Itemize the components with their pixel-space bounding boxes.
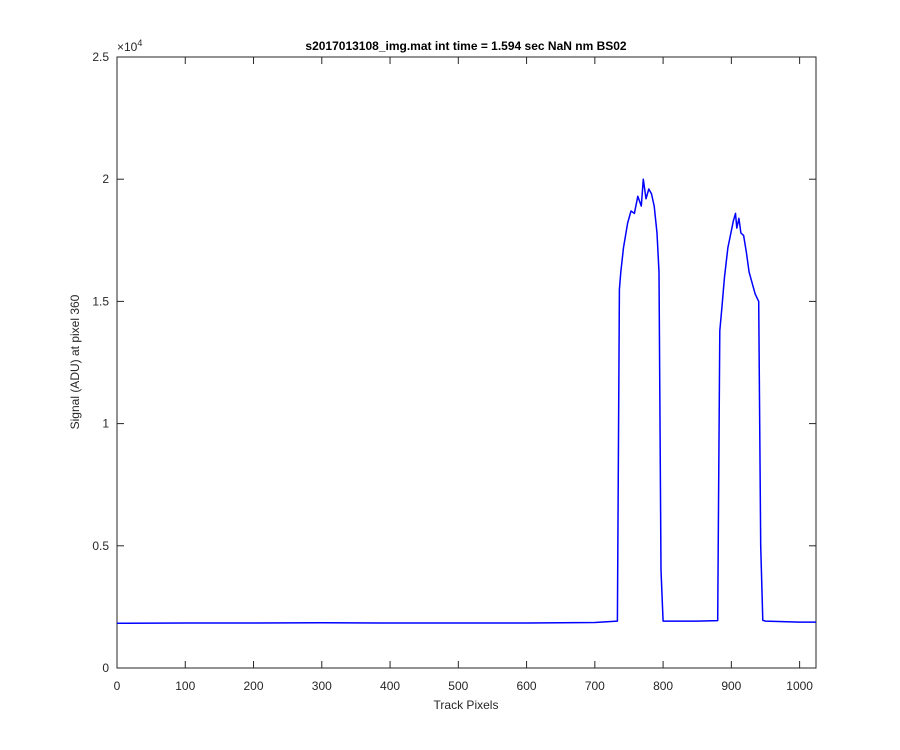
axes-box bbox=[116, 56, 817, 669]
y-tick-label: 0 bbox=[102, 661, 109, 675]
x-tick-label: 100 bbox=[175, 679, 195, 693]
x-tick-label: 0 bbox=[114, 679, 121, 693]
x-tick-label: 900 bbox=[721, 679, 741, 693]
x-tick-label: 1000 bbox=[786, 679, 813, 693]
x-axis-label: Track Pixels bbox=[434, 698, 499, 712]
x-tick-label: 700 bbox=[585, 679, 605, 693]
x-tick-label: 400 bbox=[380, 679, 400, 693]
y-exponent-label: ×104 bbox=[117, 38, 142, 54]
x-tick-label: 300 bbox=[312, 679, 332, 693]
plot-area bbox=[116, 56, 817, 669]
y-tick-label: 2.5 bbox=[92, 50, 109, 64]
x-tick-label: 600 bbox=[517, 679, 537, 693]
y-tick-label: 1 bbox=[102, 417, 109, 431]
y-axis-label: Signal (ADU) at pixel 360 bbox=[68, 294, 82, 429]
y-tick-label: 1.5 bbox=[92, 294, 109, 308]
x-tick-label: 200 bbox=[244, 679, 264, 693]
axis-ticks: 0 100 200 300 400 500 600 700 800 900 1000 0 0.5 1 1.5… bbox=[92, 50, 816, 693]
x-tick-label: 800 bbox=[653, 679, 673, 693]
x-tick-label: 500 bbox=[448, 679, 468, 693]
signal-line bbox=[116, 178, 816, 625]
series-layer bbox=[116, 178, 816, 625]
y-tick-label: 2 bbox=[102, 172, 109, 186]
chart-title: s2017013108_img.mat int time = 1.594 sec… bbox=[305, 39, 627, 53]
y-tick-label: 0.5 bbox=[92, 539, 109, 553]
